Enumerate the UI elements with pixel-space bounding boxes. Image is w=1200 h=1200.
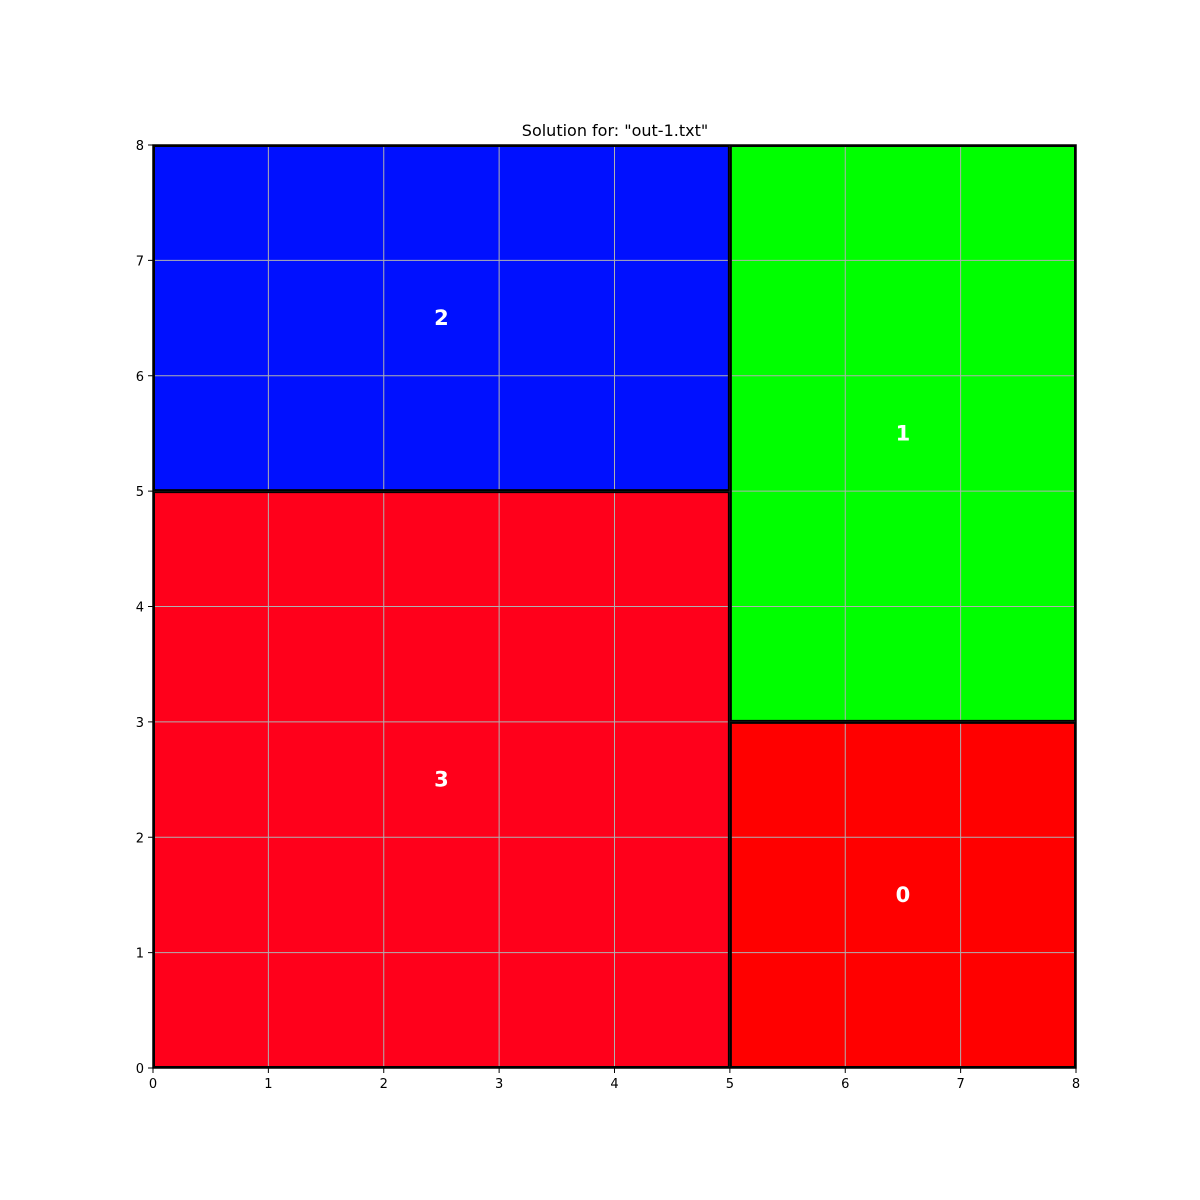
rectangle-2	[153, 145, 730, 492]
rectangle-1	[729, 145, 1076, 722]
rectangle-borders-layer	[153, 145, 1076, 1068]
x-tick-label: 5	[726, 1077, 734, 1092]
x-tick-label: 6	[841, 1077, 849, 1092]
y-tick-label: 3	[136, 716, 144, 731]
x-tick-label: 4	[610, 1077, 618, 1092]
y-tick-label: 8	[136, 139, 144, 154]
rectangle-border-1	[729, 145, 1076, 722]
rectangles-layer	[153, 145, 1076, 1068]
x-tick-label: 3	[495, 1077, 503, 1092]
y-tick-label: 1	[136, 947, 144, 962]
rectangle-label-0: 0	[896, 883, 911, 907]
y-tick-label: 4	[136, 601, 144, 616]
y-tick-label: 2	[136, 831, 144, 846]
rectangle-border-3	[153, 491, 730, 1068]
x-tick-label: 0	[149, 1077, 157, 1092]
rectangle-0	[729, 721, 1076, 1068]
x-tick-label: 8	[1072, 1077, 1080, 1092]
x-tick-label: 1	[264, 1077, 272, 1092]
rectangle-label-1: 1	[896, 421, 911, 445]
rectangle-border-2	[153, 145, 730, 492]
rectangle-label-3: 3	[434, 768, 449, 792]
y-tick-label: 0	[136, 1062, 144, 1077]
x-tick-label: 2	[380, 1077, 388, 1092]
x-tick-label: 7	[956, 1077, 964, 1092]
y-tick-label: 6	[136, 370, 144, 385]
chart-title: Solution for: "out-1.txt"	[522, 121, 708, 140]
rectangle-border-0	[729, 721, 1076, 1068]
y-tick-label: 5	[136, 485, 144, 500]
rectangle-label-2: 2	[434, 306, 449, 330]
rectangle-labels-layer: 0 1 2 3	[434, 306, 910, 907]
y-tick-label: 7	[136, 254, 144, 269]
axis-ticks-layer: 0 1 2 3 4 5 6 7 8 0 1 2 3 4 5 6 7 8	[136, 139, 1080, 1092]
rectangle-3	[153, 491, 730, 1068]
